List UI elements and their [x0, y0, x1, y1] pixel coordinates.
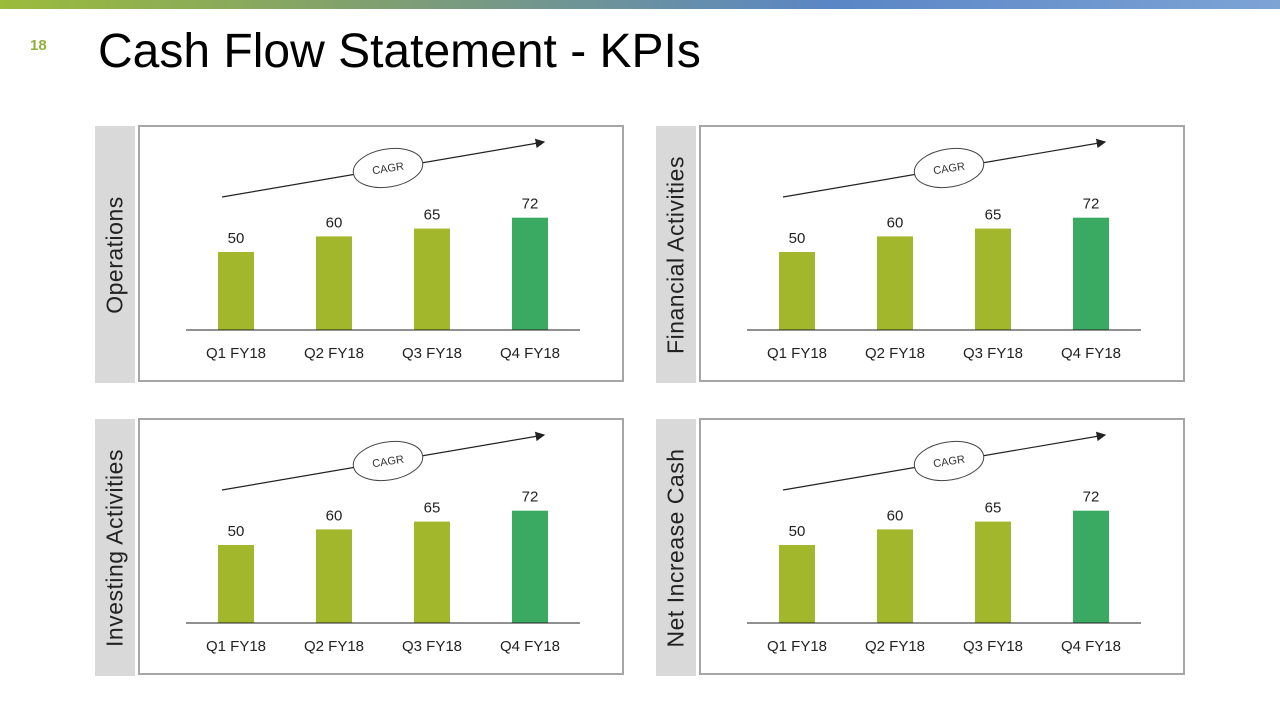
cagr-ellipse [913, 147, 985, 189]
cagr-label: CAGR [372, 161, 405, 178]
x-tick-label: Q2 FY18 [865, 345, 925, 362]
cagr-annotation: CAGR [913, 147, 985, 189]
bar-q4-fy18 [512, 510, 548, 623]
panel-label-operations: Operations [95, 126, 135, 383]
bar-q4-fy18 [1073, 217, 1109, 330]
chart-svg-financial-activities: CAGR 50 Q1 FY18 60 Q2 FY18 65 Q3 FY18 72 Q4 FY18 [747, 138, 1141, 362]
x-tick-label: Q1 FY18 [767, 638, 827, 655]
bar-q1-fy18 [779, 252, 815, 330]
panel-label-investing-activities: Investing Activities [95, 419, 135, 676]
x-tick-label: Q2 FY18 [304, 345, 364, 362]
cagr-ellipse [913, 440, 985, 482]
bar-value-label: 72 [1083, 489, 1100, 506]
chart-net-increase-cash: CAGR 50 Q1 FY18 60 Q2 FY18 65 Q3 FY18 72 Q4 FY18 [699, 418, 1185, 675]
panel-label-text: Financial Activities [662, 155, 689, 354]
cagr-annotation: CAGR [352, 147, 424, 189]
x-tick-label: Q1 FY18 [206, 638, 266, 655]
bar-q4-fy18 [1073, 510, 1109, 623]
cagr-label: CAGR [933, 161, 966, 178]
bar-value-label: 65 [424, 500, 441, 517]
bar-value-label: 60 [326, 214, 343, 231]
chart-operations: CAGR 50 Q1 FY18 60 Q2 FY18 65 Q3 FY18 72 Q4 FY18 [138, 125, 624, 382]
cagr-annotation: CAGR [913, 440, 985, 482]
bar-value-label: 65 [985, 207, 1002, 224]
bar-q3-fy18 [975, 521, 1011, 623]
bar-value-label: 65 [424, 207, 441, 224]
x-tick-label: Q2 FY18 [304, 638, 364, 655]
x-tick-label: Q3 FY18 [402, 638, 462, 655]
bar-value-label: 50 [789, 523, 806, 540]
bar-q1-fy18 [218, 545, 254, 623]
bar-value-label: 50 [228, 230, 245, 247]
x-tick-label: Q4 FY18 [1061, 345, 1121, 362]
x-tick-label: Q4 FY18 [500, 345, 560, 362]
bar-value-label: 60 [887, 214, 904, 231]
bar-q3-fy18 [975, 228, 1011, 330]
cagr-ellipse [352, 147, 424, 189]
x-tick-label: Q3 FY18 [402, 345, 462, 362]
bar-q3-fy18 [414, 521, 450, 623]
chart-svg-investing-activities: CAGR 50 Q1 FY18 60 Q2 FY18 65 Q3 FY18 72 Q4 FY18 [186, 431, 580, 655]
x-tick-label: Q1 FY18 [206, 345, 266, 362]
bar-value-label: 50 [789, 230, 806, 247]
bar-q2-fy18 [877, 236, 913, 330]
x-tick-label: Q1 FY18 [767, 345, 827, 362]
panel-label-financial-activities: Financial Activities [656, 126, 696, 383]
x-tick-label: Q4 FY18 [1061, 638, 1121, 655]
panel-label-text: Operations [101, 195, 128, 314]
x-tick-label: Q3 FY18 [963, 638, 1023, 655]
bar-value-label: 72 [522, 489, 539, 506]
panel-label-text: Investing Activities [101, 448, 128, 647]
bar-value-label: 72 [522, 196, 539, 213]
cagr-label: CAGR [372, 454, 405, 471]
cagr-label: CAGR [933, 454, 966, 471]
bar-value-label: 60 [326, 507, 343, 524]
cagr-annotation: CAGR [352, 440, 424, 482]
panel-label-net-increase-cash: Net Increase Cash [656, 419, 696, 676]
cagr-ellipse [352, 440, 424, 482]
x-tick-label: Q2 FY18 [865, 638, 925, 655]
bar-q1-fy18 [779, 545, 815, 623]
bar-value-label: 72 [1083, 196, 1100, 213]
top-accent-bar [0, 0, 1280, 9]
bar-q2-fy18 [316, 529, 352, 623]
bar-q1-fy18 [218, 252, 254, 330]
chart-svg-net-increase-cash: CAGR 50 Q1 FY18 60 Q2 FY18 65 Q3 FY18 72 Q4 FY18 [747, 431, 1141, 655]
bar-value-label: 60 [887, 507, 904, 524]
slide-number: 18 [30, 37, 47, 54]
bar-value-label: 65 [985, 500, 1002, 517]
chart-svg-operations: CAGR 50 Q1 FY18 60 Q2 FY18 65 Q3 FY18 72 Q4 FY18 [186, 138, 580, 362]
bar-value-label: 50 [228, 523, 245, 540]
bar-q2-fy18 [877, 529, 913, 623]
x-tick-label: Q3 FY18 [963, 345, 1023, 362]
panel-label-text: Net Increase Cash [662, 448, 689, 647]
bar-q2-fy18 [316, 236, 352, 330]
slide-title: Cash Flow Statement - KPIs [98, 25, 701, 78]
bar-q4-fy18 [512, 217, 548, 330]
chart-investing-activities: CAGR 50 Q1 FY18 60 Q2 FY18 65 Q3 FY18 72 Q4 FY18 [138, 418, 624, 675]
bar-q3-fy18 [414, 228, 450, 330]
chart-financial-activities: CAGR 50 Q1 FY18 60 Q2 FY18 65 Q3 FY18 72 Q4 FY18 [699, 125, 1185, 382]
x-tick-label: Q4 FY18 [500, 638, 560, 655]
